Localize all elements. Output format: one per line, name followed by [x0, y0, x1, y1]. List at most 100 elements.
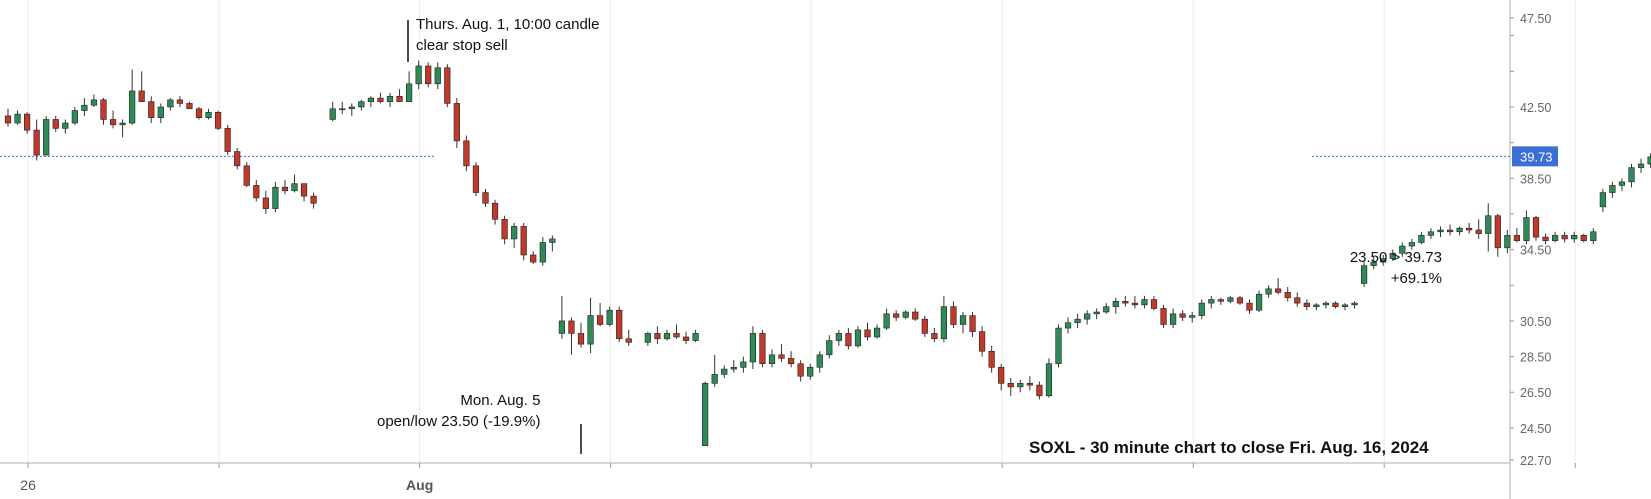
candle-body [272, 186, 279, 209]
y-axis: 22.70 24.50 26.50 28.50 30.50 34.50 38.50 42.50… [1510, 12, 1558, 468]
x-tick-label: 26 [20, 477, 36, 493]
candle [501, 215, 508, 245]
candle-body [176, 99, 184, 104]
candle-body [4, 115, 12, 124]
candle-body [625, 338, 632, 343]
y-tick-label: 26.50 [1520, 386, 1551, 400]
candle [1532, 215, 1540, 241]
candle [1599, 188, 1606, 213]
candle-body [157, 106, 164, 118]
candle-body [1332, 302, 1339, 307]
candle-body [702, 383, 709, 447]
annotation-mon-aug-5: Mon. Aug. 5 open/low 23.50 (-19.9%) [377, 390, 540, 432]
candle-body [1294, 297, 1301, 304]
candle-body [23, 113, 31, 131]
candle [1074, 313, 1081, 329]
candle [310, 192, 317, 209]
candle [386, 92, 394, 107]
candle [1294, 292, 1301, 307]
candle [62, 119, 69, 134]
candle [205, 108, 212, 120]
candle-body [262, 197, 269, 209]
candle [415, 60, 422, 90]
candle [1313, 303, 1320, 311]
candle [682, 331, 690, 345]
candle-body [472, 165, 480, 193]
candle [740, 356, 747, 373]
candle [1103, 303, 1110, 314]
candle-body [616, 309, 623, 340]
candle-body [1542, 236, 1549, 241]
candle-body [577, 333, 585, 345]
candle-body [1475, 229, 1482, 234]
candle [921, 315, 928, 337]
candle [52, 115, 59, 132]
candle [1275, 278, 1282, 295]
candle-body [854, 329, 862, 347]
candle-body [558, 320, 565, 334]
candle [243, 162, 250, 188]
candle [845, 328, 852, 350]
candle-body [711, 374, 718, 384]
candle-body [463, 140, 470, 167]
candle-body [1179, 313, 1186, 318]
candle-body [721, 368, 728, 375]
candle-body [1341, 304, 1349, 307]
candle-body [100, 99, 107, 120]
candle [1427, 228, 1435, 239]
candle-body [1074, 318, 1081, 324]
candle [300, 183, 308, 202]
candle [1494, 213, 1501, 257]
candle [539, 237, 546, 266]
annotation-gain-line2: +69.1% [1390, 270, 1442, 287]
candle [673, 324, 680, 339]
candle [1189, 312, 1196, 323]
candle-body [367, 97, 375, 102]
candle [1208, 295, 1215, 309]
candle-body [978, 331, 986, 352]
candle [1007, 377, 1014, 396]
candle-body [71, 110, 78, 124]
candle-body [167, 99, 174, 108]
annotation-mon-line2: open/low 23.50 (-19.9%) [377, 413, 541, 430]
candle-body [883, 313, 890, 329]
y-tick-label: 30.50 [1520, 315, 1551, 329]
candle [1618, 178, 1626, 191]
candle [873, 324, 881, 339]
annotation-thurs-line1: Thurs. Aug. 1, 10:00 candle [416, 16, 600, 33]
candle-body [425, 65, 432, 85]
candle-body [377, 97, 384, 102]
candle-body [129, 90, 136, 124]
candle-body [1456, 227, 1463, 233]
candle-body [119, 122, 126, 126]
candle-body [1466, 227, 1473, 231]
candle [893, 310, 900, 321]
candle [1475, 219, 1482, 239]
candle [912, 308, 919, 321]
candle [396, 89, 403, 102]
candle-body [1361, 265, 1368, 284]
candle [129, 69, 136, 125]
candle-body [1571, 235, 1578, 240]
candle [511, 222, 518, 248]
candle-body [205, 112, 212, 118]
candle [931, 328, 938, 343]
candle-body [1103, 306, 1110, 313]
candle [749, 326, 756, 370]
candle-body [902, 311, 909, 318]
y-tick-label: 24.50 [1520, 422, 1551, 436]
candle [109, 110, 117, 129]
candle-body [348, 106, 355, 110]
candle [988, 345, 995, 373]
candle [1399, 242, 1406, 257]
candle [453, 98, 460, 148]
candle [969, 312, 976, 337]
annotation-thurs-line2: clear stop sell [416, 37, 508, 54]
candle [644, 331, 651, 346]
candle-body [912, 311, 919, 320]
candle-body [520, 226, 527, 256]
candle [491, 199, 499, 225]
candle [1542, 233, 1549, 245]
candle-body [1303, 302, 1310, 307]
candle [577, 322, 585, 348]
